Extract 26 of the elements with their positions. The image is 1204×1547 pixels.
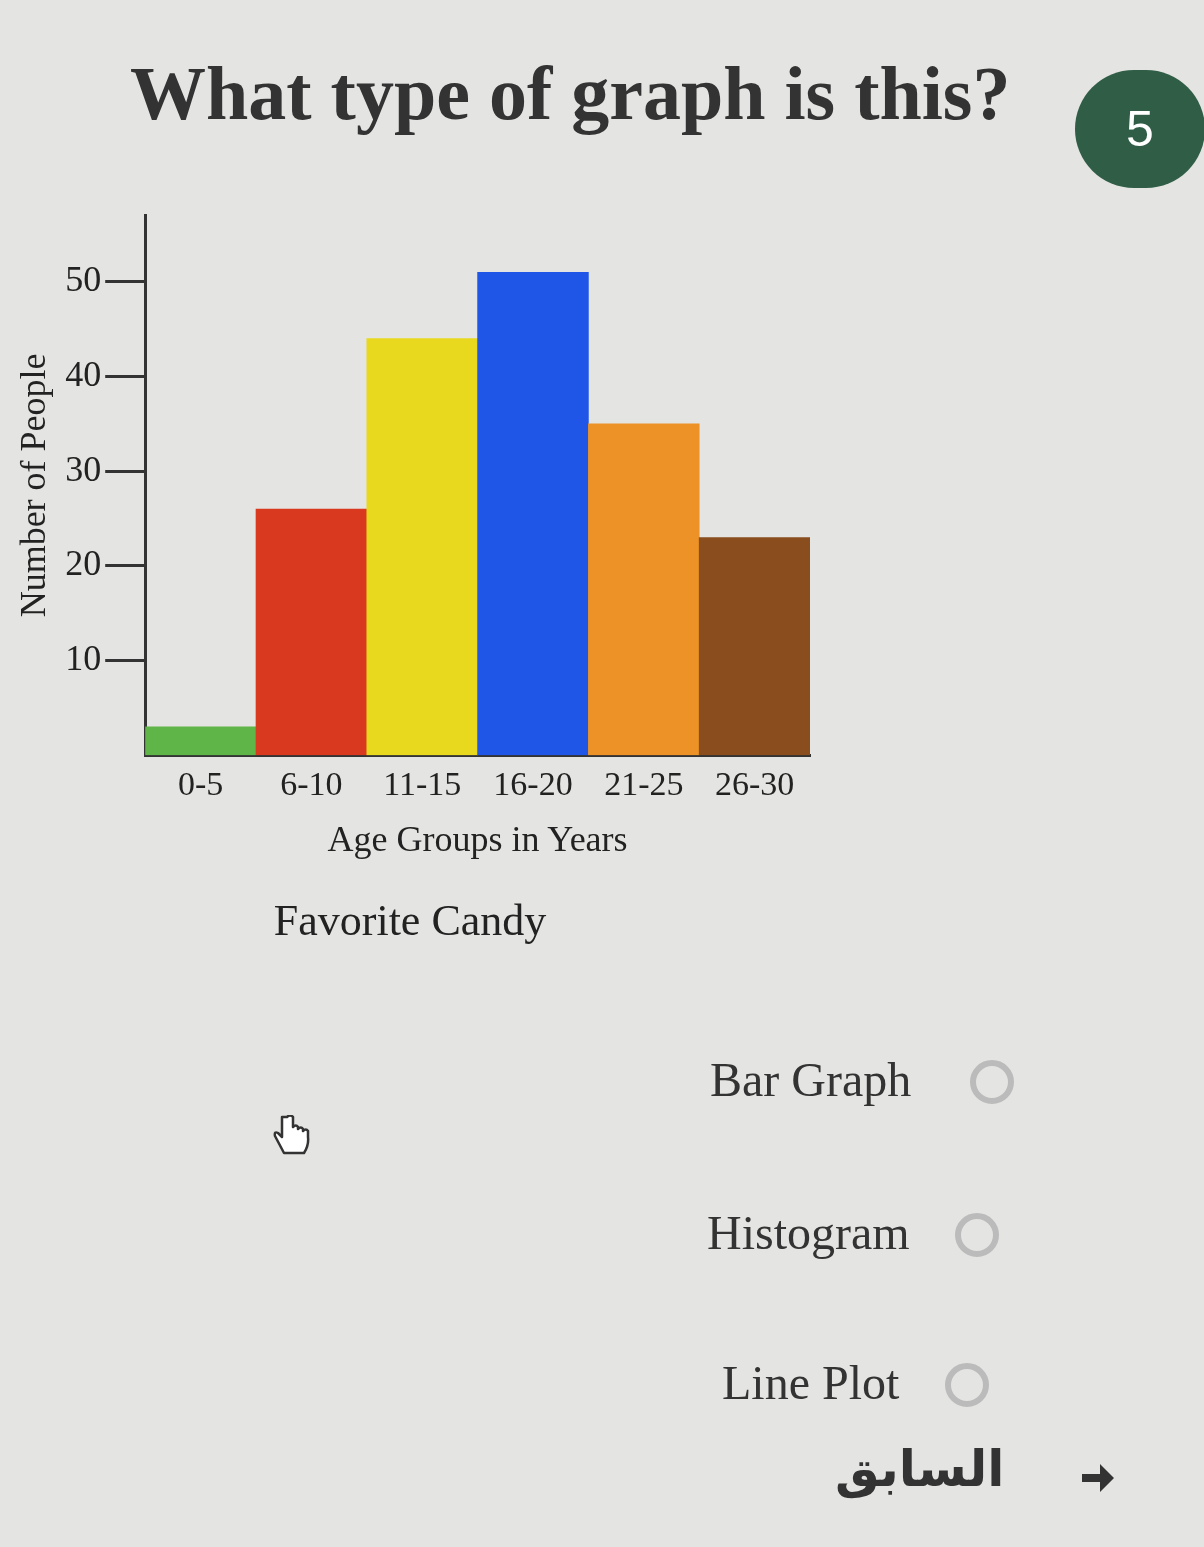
x-tick-label: 21-25 (604, 764, 684, 802)
y-tick-label: 50 (65, 259, 102, 300)
bar (698, 537, 810, 756)
x-tick-label: 26-30 (714, 764, 795, 802)
text: Line Plot (722, 1355, 900, 1410)
x-axis-title: Age Groups in Years (327, 819, 628, 860)
x-tick-label: 11-15 (383, 764, 462, 802)
x-tick-label: 16-20 (493, 764, 573, 802)
y-tick-label: 10 (65, 637, 102, 678)
bar (477, 272, 589, 756)
bar (366, 338, 478, 756)
text: Bar Graph (710, 1052, 912, 1107)
text: Favorite Candy (273, 896, 547, 946)
bar (588, 423, 700, 756)
badge: 5 (1075, 70, 1204, 188)
text: What type of graph is this? (130, 50, 1011, 137)
x-tick-label: 6-10 (280, 764, 343, 802)
bar (145, 726, 257, 756)
y-tick-label: 40 (65, 353, 102, 394)
y-axis-title: Number of People (13, 353, 54, 618)
y-tick-label: 20 (65, 543, 102, 584)
x-tick-label: 0-5 (177, 764, 224, 802)
text: Histogram (707, 1205, 910, 1260)
text: السابق (835, 1440, 1005, 1498)
bar (255, 508, 368, 756)
y-tick-label: 30 (65, 448, 102, 489)
